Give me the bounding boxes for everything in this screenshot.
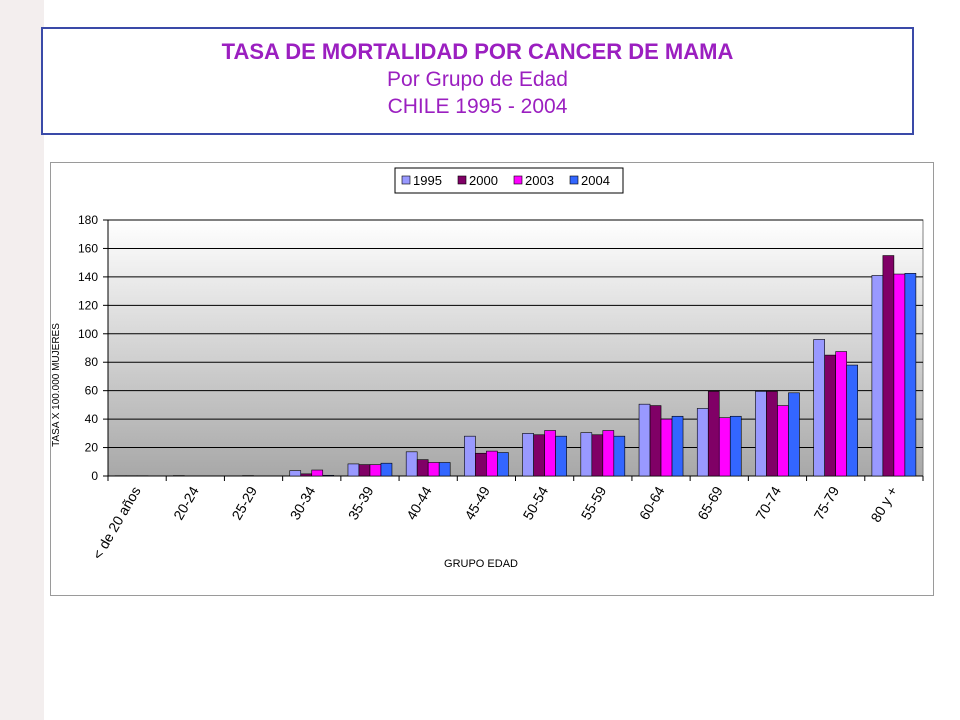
bar-1995 <box>813 339 825 477</box>
y-tick-label: 40 <box>85 412 99 426</box>
bar-2000 <box>649 405 662 477</box>
bar-2000 <box>533 434 545 477</box>
bar-2004 <box>788 392 800 477</box>
left-decorative-strip <box>0 0 44 720</box>
legend <box>394 167 624 194</box>
bar-2004 <box>497 452 509 477</box>
x-tick-label: 60-64 <box>636 483 668 522</box>
bar-2003 <box>486 450 498 477</box>
x-tick-label: 75-79 <box>811 483 843 522</box>
x-tick-label: 30-34 <box>287 483 319 522</box>
bar-2000 <box>707 391 720 477</box>
legend-swatch <box>513 175 523 185</box>
y-tick-label: 100 <box>78 327 98 341</box>
chart-title: TASA DE MORTALIDAD POR CANCER DE MAMA <box>221 39 734 64</box>
legend-label: 2003 <box>525 173 554 188</box>
x-tick-label: 20-24 <box>170 483 202 522</box>
y-tick-label: 120 <box>78 298 98 312</box>
x-tick-label: 35-39 <box>345 483 377 522</box>
bar-2004 <box>729 415 742 477</box>
x-axis-title: GRUPO EDAD <box>444 558 518 570</box>
legend-label: 1995 <box>413 173 442 188</box>
x-tick-label: < de 20 años <box>89 484 144 562</box>
bar-1995 <box>755 391 767 477</box>
bar-1995 <box>522 433 534 477</box>
bar-1995 <box>871 275 884 477</box>
x-tick-label: 25-29 <box>228 483 260 522</box>
bar-2000 <box>591 434 604 477</box>
chart-subtitle-period: CHILE 1995 - 2004 <box>387 95 568 118</box>
bar-2004 <box>555 435 567 477</box>
y-tick-label: 20 <box>85 441 99 455</box>
bar-2003 <box>777 405 789 477</box>
x-tick-label: 55-59 <box>578 483 610 522</box>
bar-2000 <box>824 354 836 477</box>
y-axis-title: TASA X 100.000 MUJERES <box>51 323 62 447</box>
bar-2004 <box>438 462 451 477</box>
bar-2004 <box>613 435 626 477</box>
y-tick-label: 180 <box>78 213 98 227</box>
bar-2000 <box>300 473 313 477</box>
x-tick-label: 45-49 <box>461 483 493 522</box>
plot-area <box>107 219 924 477</box>
chart-subtitle: Por Grupo de Edad <box>387 68 568 91</box>
x-tick-label: 65-69 <box>694 483 726 522</box>
title-box: TASA DE MORTALIDAD POR CANCER DE MAMA Po… <box>41 27 914 135</box>
legend-swatch <box>401 175 411 185</box>
bar-2004 <box>904 273 917 477</box>
bar-2003 <box>835 351 847 477</box>
legend-label: 2004 <box>581 173 610 188</box>
legend-swatch <box>569 175 579 185</box>
y-tick-label: 0 <box>91 469 98 483</box>
bar-2003 <box>544 430 556 477</box>
bar-1995 <box>638 403 651 477</box>
bar-1995 <box>580 432 593 477</box>
bar-2004 <box>322 474 335 477</box>
x-tick-label: 50-54 <box>519 483 551 522</box>
y-tick-label: 140 <box>78 270 98 284</box>
bar-2000 <box>475 452 487 477</box>
legend-swatch <box>457 175 467 185</box>
bar-2003 <box>427 462 440 477</box>
bar-2003 <box>718 417 731 477</box>
x-tick-label: 70-74 <box>752 483 784 522</box>
bar-2000 <box>882 255 895 477</box>
bar-1995 <box>464 435 476 477</box>
bar-2000 <box>766 391 778 477</box>
bar-2003 <box>602 430 615 477</box>
y-tick-label: 160 <box>78 241 98 255</box>
y-tick-label: 60 <box>85 384 99 398</box>
bar-2000 <box>358 464 371 477</box>
bar-1995 <box>289 470 302 477</box>
legend-label: 2000 <box>469 173 498 188</box>
bar-2004 <box>671 415 684 477</box>
bar-2000 <box>416 459 429 477</box>
y-tick-label: 80 <box>85 355 99 369</box>
bar-2003 <box>369 464 382 477</box>
bar-2003 <box>893 273 906 477</box>
bar-1995 <box>696 408 709 477</box>
bar-1995 <box>405 451 418 477</box>
x-tick-label: 80 y + <box>867 484 900 525</box>
bar-1995 <box>347 463 360 477</box>
bar-2003 <box>311 469 324 477</box>
bar-2004 <box>846 364 858 477</box>
bar-2003 <box>660 418 673 477</box>
bar-2004 <box>380 462 393 477</box>
x-tick-label: 40-44 <box>403 483 435 522</box>
